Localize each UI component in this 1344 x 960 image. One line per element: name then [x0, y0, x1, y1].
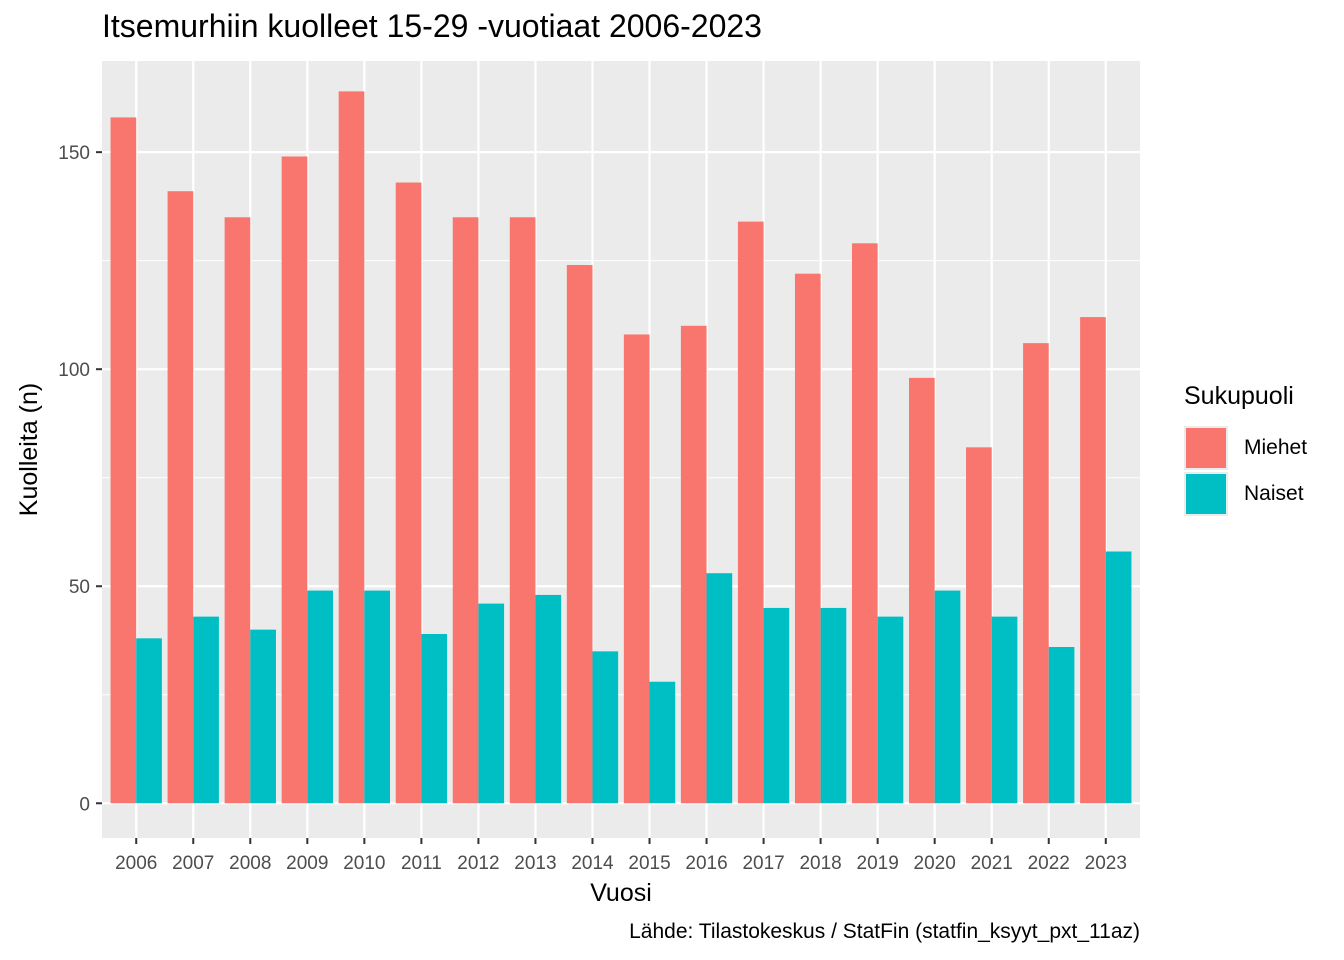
bar-miehet-2011 [395, 182, 422, 804]
x-tick-label: 2018 [799, 853, 841, 874]
legend-item-naiset: Naiset [1184, 471, 1307, 517]
y-tick-label: 150 [58, 143, 90, 164]
bar-miehet-2018 [794, 273, 821, 804]
chart-title: Itsemurhiin kuolleet 15-29 -vuotiaat 200… [102, 8, 762, 44]
legend-item-miehet: Miehet [1184, 425, 1307, 471]
x-tick-label: 2015 [628, 853, 670, 874]
bar-naiset-2013 [535, 594, 562, 804]
y-tick-label: 0 [79, 794, 90, 815]
legend-label-miehet: Miehet [1244, 436, 1308, 459]
x-tick-label: 2020 [914, 853, 956, 874]
bar-miehet-2014 [566, 265, 593, 804]
bar-miehet-2016 [680, 325, 707, 804]
legend-swatch-naiset [1184, 472, 1228, 516]
bar-miehet-2015 [623, 334, 650, 804]
legend: Sukupuoli Miehet Naiset [1184, 382, 1307, 517]
bar-miehet-2023 [1080, 317, 1106, 804]
bar-naiset-2011 [421, 633, 448, 804]
bar-naiset-2012 [478, 603, 505, 804]
bar-naiset-2021 [991, 616, 1018, 804]
bar-miehet-2017 [737, 221, 764, 804]
x-tick-label: 2021 [971, 853, 1013, 874]
x-tick-label: 2008 [229, 853, 271, 874]
bar-naiset-2017 [763, 607, 790, 804]
x-tick-label: 2010 [343, 853, 385, 874]
bar-naiset-2020 [934, 590, 961, 804]
bar-miehet-2020 [909, 377, 935, 804]
bar-miehet-2007 [167, 191, 194, 804]
x-tick-label: 2013 [514, 853, 556, 874]
y-tick-label: 100 [58, 360, 90, 381]
x-tick-label: 2014 [571, 853, 614, 874]
bar-miehet-2019 [851, 243, 878, 804]
x-tick-label: 2011 [401, 853, 442, 874]
x-tick-label: 2007 [172, 853, 214, 874]
x-tick-label: 2023 [1085, 853, 1127, 874]
x-tick-label: 2016 [685, 853, 727, 874]
bar-miehet-2006 [110, 117, 137, 804]
x-tick-label: 2009 [286, 853, 328, 874]
x-tick-label: 2019 [857, 853, 899, 874]
bar-miehet-2012 [452, 217, 479, 804]
y-tick-label: 50 [69, 577, 90, 598]
bar-naiset-2023 [1105, 551, 1132, 804]
source-caption: Lähde: Tilastokeskus / StatFin (statfin_… [629, 920, 1140, 943]
bar-miehet-2021 [966, 447, 992, 804]
x-tick-label: 2012 [457, 853, 499, 874]
bar-miehet-2010 [338, 91, 365, 804]
legend-title: Sukupuoli [1184, 382, 1294, 410]
x-tick-label: 2022 [1028, 853, 1070, 874]
bar-miehet-2009 [281, 156, 308, 804]
bar-naiset-2006 [136, 638, 162, 804]
bar-naiset-2007 [193, 616, 219, 804]
legend-label-naiset: Naiset [1244, 482, 1304, 505]
bar-naiset-2018 [820, 607, 847, 804]
bar-naiset-2015 [649, 681, 676, 804]
bar-naiset-2016 [706, 573, 733, 804]
bar-naiset-2008 [250, 629, 276, 804]
y-axis-title: Kuolleita (n) [15, 383, 43, 516]
x-tick-label: 2006 [115, 853, 157, 874]
bar-miehet-2022 [1023, 343, 1049, 804]
bar-naiset-2019 [877, 616, 904, 804]
bar-naiset-2022 [1048, 647, 1075, 804]
bar-naiset-2010 [364, 590, 391, 804]
x-tick-label: 2017 [742, 853, 784, 874]
bar-naiset-2014 [592, 651, 619, 804]
bar-miehet-2008 [224, 217, 251, 804]
legend-swatch-miehet [1184, 426, 1228, 470]
bar-naiset-2009 [307, 590, 333, 804]
bar-miehet-2013 [509, 217, 536, 804]
x-axis-title: Vuosi [590, 879, 652, 907]
